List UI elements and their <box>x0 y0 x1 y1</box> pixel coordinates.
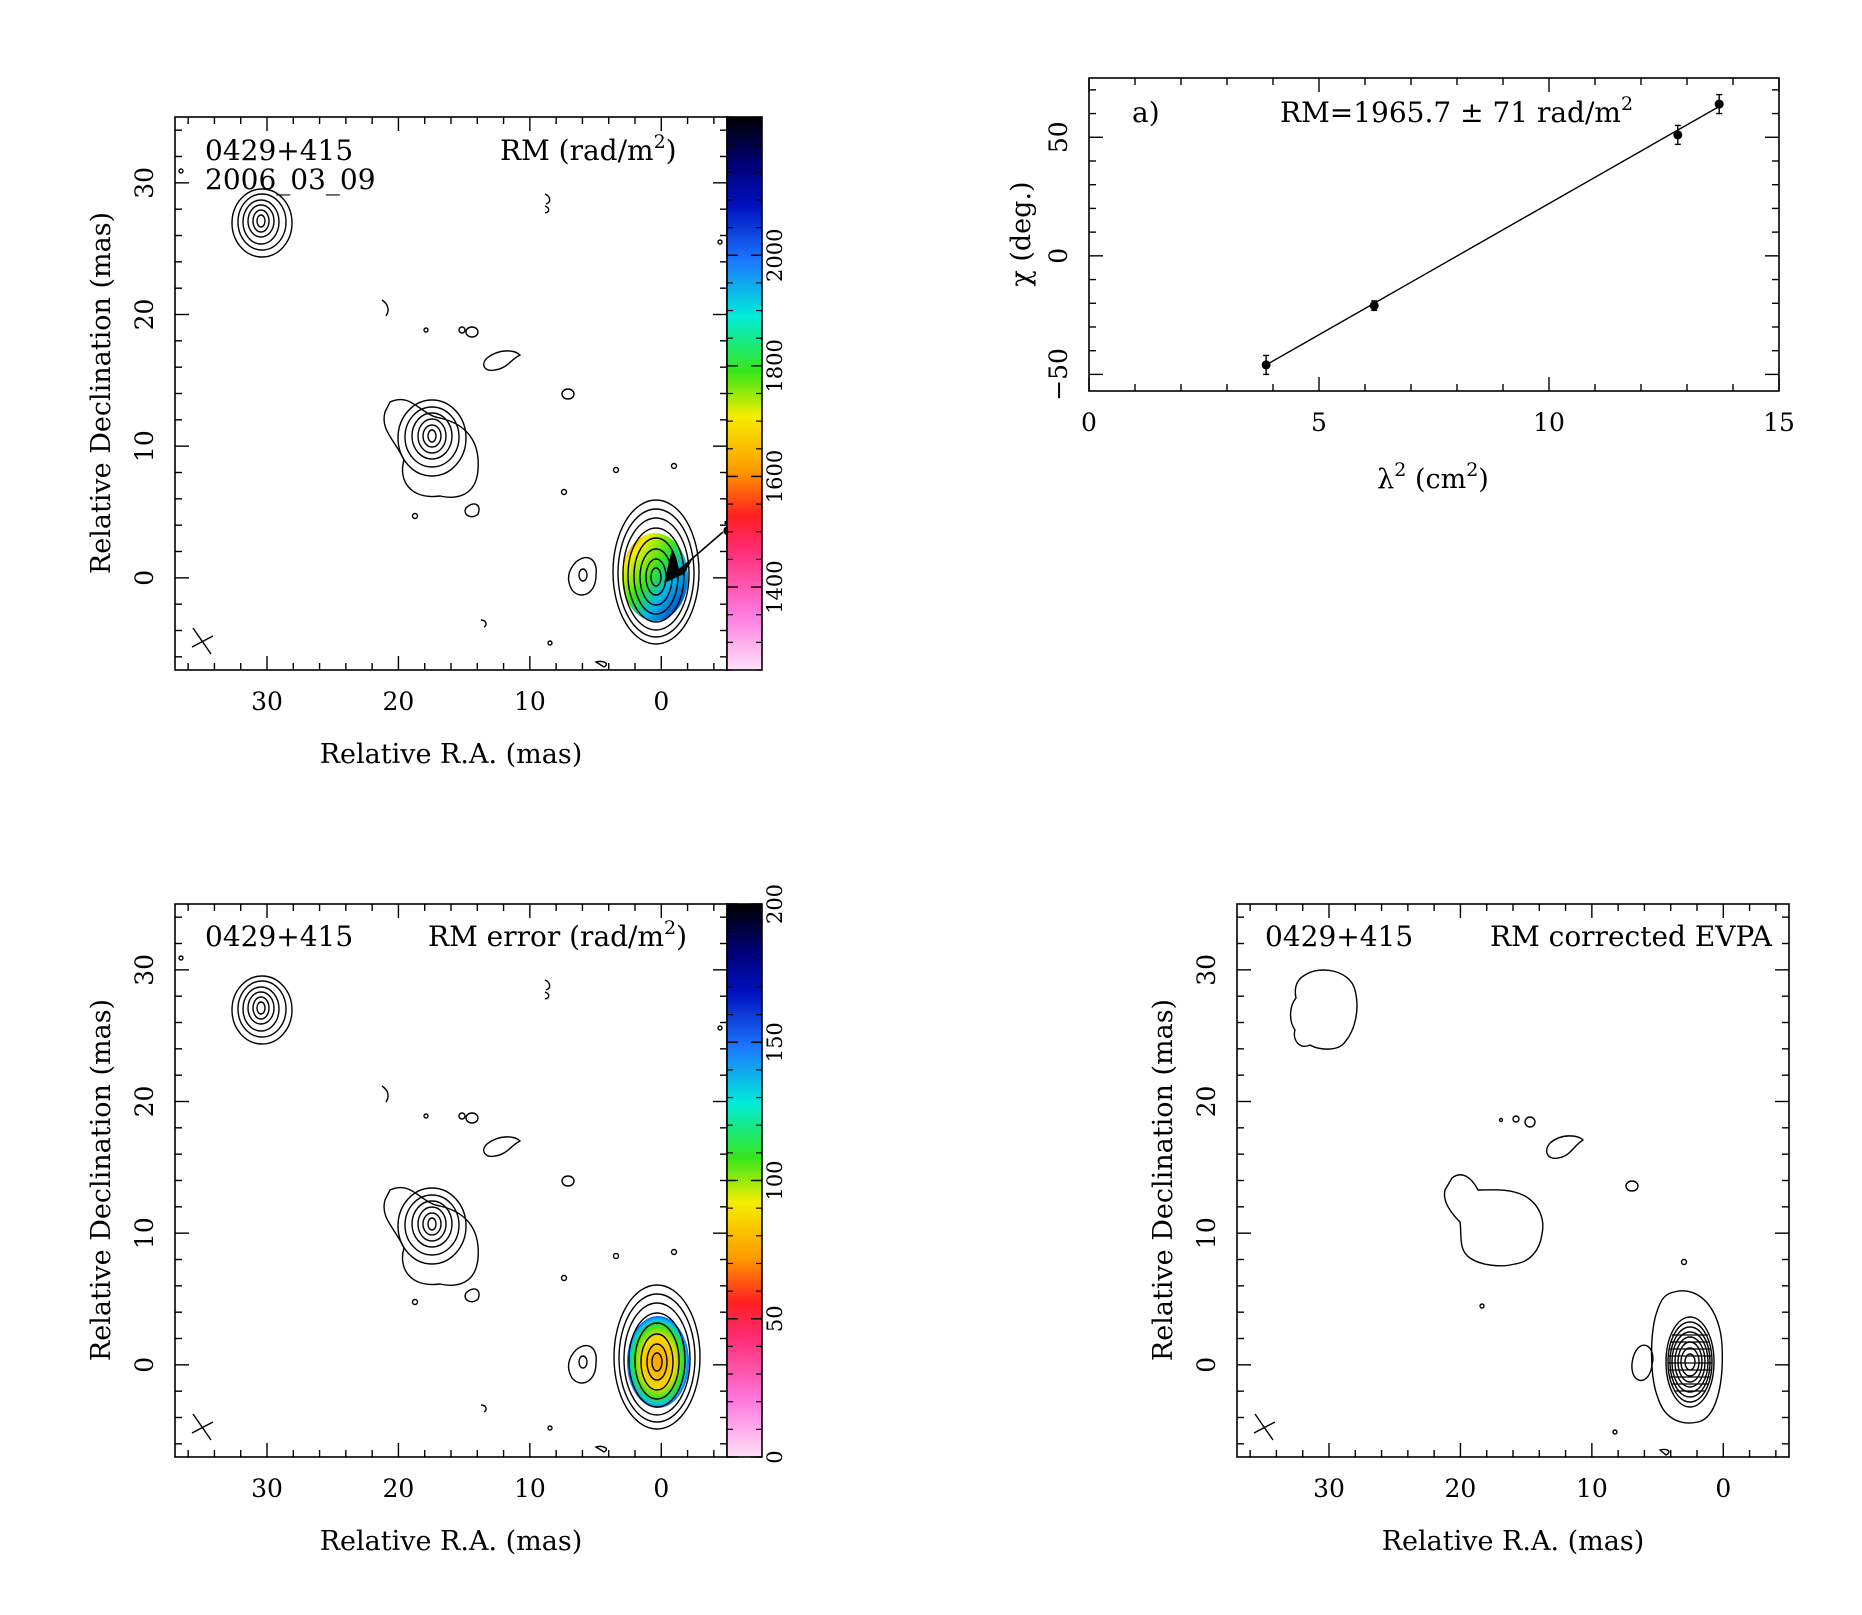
colorbar-tick-label: 2000 <box>763 229 787 282</box>
fit-axis-ticks: 0 5 10 15 −50 0 50 <box>1044 78 1795 437</box>
fit-rm-text: RM=1965.7 ± 71 rad/m2 <box>1280 93 1633 129</box>
colorbar-tick-label: 1400 <box>763 560 787 613</box>
x-tick-label: 10 <box>514 687 546 716</box>
evpa-ylabel: Relative Declination (mas) <box>1148 999 1179 1361</box>
y-tick-label: 0 <box>130 1357 159 1373</box>
y-tick-label: 30 <box>130 167 159 199</box>
rm-colorbar-ticks: 1400 1600 1800 2000 <box>727 116 787 671</box>
evpa-vectors <box>1668 1334 1712 1392</box>
fit-point <box>1714 99 1724 109</box>
x-tick-label: 20 <box>383 687 415 716</box>
x-tick-label: 30 <box>251 687 283 716</box>
x-tick-label: 10 <box>514 1474 546 1503</box>
err-source-label: 0429+415 <box>205 920 353 953</box>
rm-source-label: 0429+415 <box>205 134 353 167</box>
rm-xlabel: Relative R.A. (mas) <box>320 739 583 770</box>
err-ylabel: Relative Declination (mas) <box>86 999 117 1361</box>
err-axis-ticks: 30 20 10 0 0 10 20 30 <box>130 904 727 1503</box>
colorbar-tick-label: 200 <box>763 884 787 924</box>
x-tick-label: 15 <box>1763 408 1795 437</box>
colorbar-tick-label: 100 <box>763 1160 787 1200</box>
fit-tag: a) <box>1132 96 1160 129</box>
colorbar-tick-label: 1800 <box>763 339 787 392</box>
y-tick-label: 0 <box>130 570 159 586</box>
err-quantity-label: RM error (rad/m2) <box>428 917 687 953</box>
evpa-quantity-label: RM corrected EVPA <box>1490 920 1773 953</box>
x-tick-label: 0 <box>1715 1474 1731 1503</box>
x-tick-label: 30 <box>251 1474 283 1503</box>
y-tick-label: 20 <box>130 299 159 331</box>
rm-quantity-label: RM (rad/m2) <box>500 131 677 167</box>
x-tick-label: 10 <box>1576 1474 1608 1503</box>
fit-ylabel: χ (deg.) <box>1006 181 1037 286</box>
y-tick-label: −50 <box>1044 348 1073 401</box>
x-tick-label: 5 <box>1311 408 1327 437</box>
x-tick-label: 0 <box>653 687 669 716</box>
rm-epoch-label: 2006_03_09 <box>205 163 376 196</box>
fit-plot-frame <box>1088 77 1780 392</box>
beam-cross <box>191 1413 214 1441</box>
fit-xlabel: λ2 (cm2) <box>1377 459 1489 495</box>
x-tick-label: 0 <box>653 1474 669 1503</box>
fit-point <box>1261 360 1271 370</box>
y-tick-label: 0 <box>1044 248 1073 264</box>
beam-cross <box>1253 1413 1276 1441</box>
evpa-axis-ticks: 30 20 10 0 0 10 20 30 <box>1192 904 1789 1503</box>
err-xlabel: Relative R.A. (mas) <box>320 1526 583 1557</box>
evpa-xlabel: Relative R.A. (mas) <box>1382 1526 1645 1557</box>
y-tick-label: 20 <box>130 1086 159 1118</box>
rm-ylabel: Relative Declination (mas) <box>86 212 117 574</box>
fit-line <box>1265 105 1720 366</box>
colorbar-tick-label: 1600 <box>763 450 787 503</box>
y-tick-label: 10 <box>130 1217 159 1249</box>
x-tick-label: 30 <box>1313 1474 1345 1503</box>
colorbar-tick-label: 0 <box>763 1450 787 1463</box>
err-colorbar-ticks: 0 50 100 150 200 <box>727 884 787 1464</box>
evpa-contours <box>1289 969 1723 1456</box>
x-tick-label: 10 <box>1533 408 1565 437</box>
y-tick-label: 30 <box>1192 954 1221 986</box>
y-tick-label: 50 <box>1044 121 1073 153</box>
x-tick-label: 0 <box>1081 408 1097 437</box>
fit-points <box>1261 93 1724 376</box>
panel-rm-fit: 0 5 10 15 −50 0 50 a) RM=1965.7 ± 71 rad/m2 λ2… <box>1006 77 1795 495</box>
panel-evpa-map: 30 20 10 0 0 10 20 30 0429+415 RM corrected EVP… <box>1148 903 1790 1557</box>
y-tick-label: 0 <box>1192 1357 1221 1373</box>
y-tick-label: 20 <box>1192 1086 1221 1118</box>
err-contours <box>178 955 723 1453</box>
x-tick-label: 20 <box>383 1474 415 1503</box>
fit-point <box>1673 130 1683 140</box>
fit-point <box>1369 301 1379 311</box>
colorbar-tick-label: 150 <box>763 1022 787 1062</box>
colorbar-tick-label: 50 <box>763 1305 787 1332</box>
y-tick-label: 10 <box>130 430 159 462</box>
rm-axis-ticks: 30 20 10 0 0 10 20 30 <box>130 117 727 716</box>
y-tick-label: 30 <box>130 954 159 986</box>
evpa-source-label: 0429+415 <box>1265 920 1413 953</box>
x-tick-label: 20 <box>1445 1474 1477 1503</box>
y-tick-label: 10 <box>1192 1217 1221 1249</box>
beam-cross <box>191 627 214 655</box>
